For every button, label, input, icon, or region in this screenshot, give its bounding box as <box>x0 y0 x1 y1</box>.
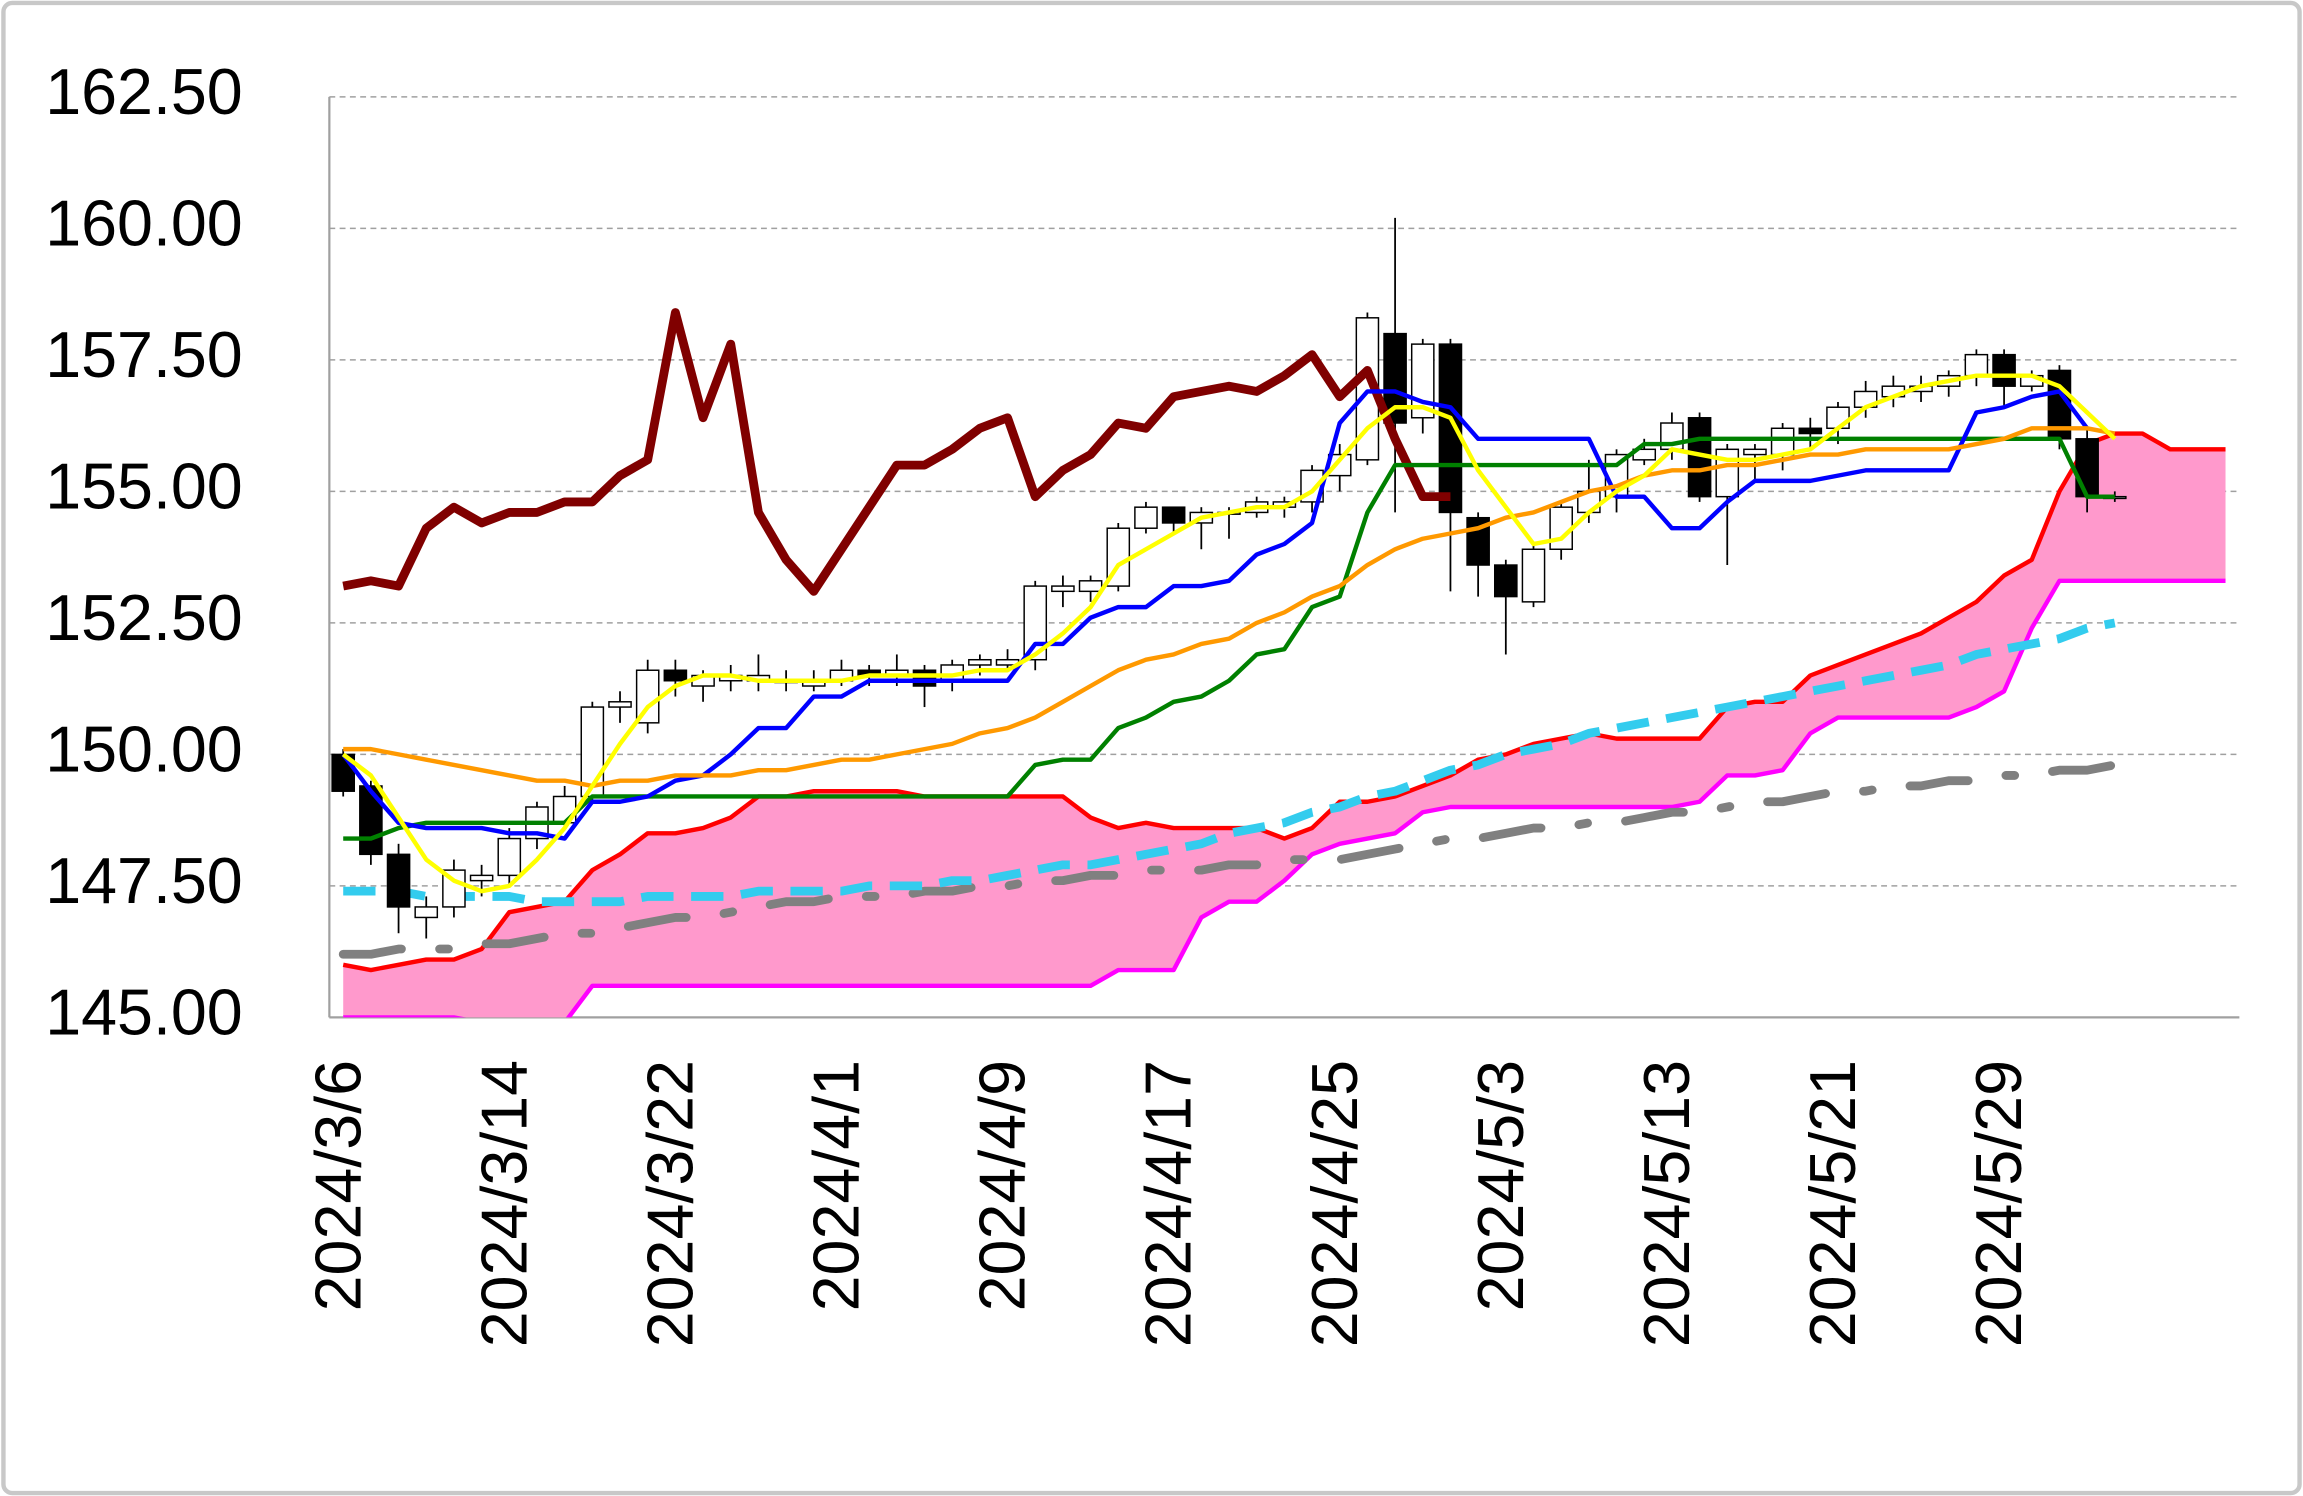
y-tick-label: 150.00 <box>45 713 243 785</box>
candle-body <box>1134 506 1158 529</box>
y-tick-label: 145.00 <box>45 976 243 1048</box>
candle-body <box>1023 585 1048 661</box>
candle-body <box>663 669 688 682</box>
candle-body <box>968 658 992 666</box>
x-tick-label: 2024/5/29 <box>1963 1060 2035 1347</box>
y-tick-label: 152.50 <box>45 582 243 654</box>
candle-body <box>1161 506 1186 524</box>
candle-body <box>1964 353 1989 377</box>
y-tick-label: 162.50 <box>45 56 243 128</box>
x-tick-label: 2024/3/6 <box>302 1060 374 1311</box>
x-tick-label: 2024/5/3 <box>1465 1060 1537 1311</box>
x-tick-label: 2024/4/1 <box>801 1060 873 1311</box>
indicator-line <box>341 389 2089 841</box>
x-tick-label: 2024/5/13 <box>1631 1060 1703 1347</box>
candle-body <box>1438 343 1463 514</box>
candle-body <box>386 853 411 908</box>
x-tick-label: 2024/3/22 <box>634 1060 706 1347</box>
x-tick-label: 2024/5/21 <box>1797 1060 1869 1347</box>
candle-body <box>497 837 522 877</box>
indicator-line <box>338 760 2120 959</box>
candle-body <box>1383 332 1407 424</box>
candle-body <box>414 906 439 919</box>
x-tick-label: 2024/4/17 <box>1133 1060 1205 1347</box>
candle-body <box>442 869 466 908</box>
candle-body <box>1798 427 1823 435</box>
indicator-line <box>341 373 2117 894</box>
candle-body <box>1051 585 1075 593</box>
indicator-line <box>342 308 1451 596</box>
y-tick-label: 157.50 <box>45 319 243 391</box>
x-tick-label: 2024/4/9 <box>967 1060 1039 1311</box>
y-tick-label: 147.50 <box>45 845 243 917</box>
candle-body <box>1743 448 1767 456</box>
candle-body <box>608 701 632 708</box>
candle-body <box>2075 438 2099 498</box>
candle-body <box>1494 564 1518 598</box>
candle-body <box>1521 548 1546 603</box>
y-tick-label: 160.00 <box>45 187 243 259</box>
indicator-line <box>343 578 2226 1018</box>
candle-body <box>1992 353 2016 387</box>
plot-area <box>331 217 2226 1018</box>
candle-body <box>469 874 494 882</box>
indicator-line <box>343 618 2116 907</box>
candle-body <box>359 785 383 856</box>
y-tick-label: 155.00 <box>45 450 243 522</box>
candle-body <box>1078 580 1103 593</box>
candle-body <box>912 669 937 687</box>
x-tick-label: 2024/3/14 <box>468 1060 540 1347</box>
cloud <box>343 433 2226 1018</box>
x-tick-label: 2024/4/25 <box>1299 1060 1371 1347</box>
candle-body <box>1770 427 1795 456</box>
candle-body <box>1549 506 1573 550</box>
indicator-line <box>343 426 2116 789</box>
indicator-line <box>342 431 2226 973</box>
